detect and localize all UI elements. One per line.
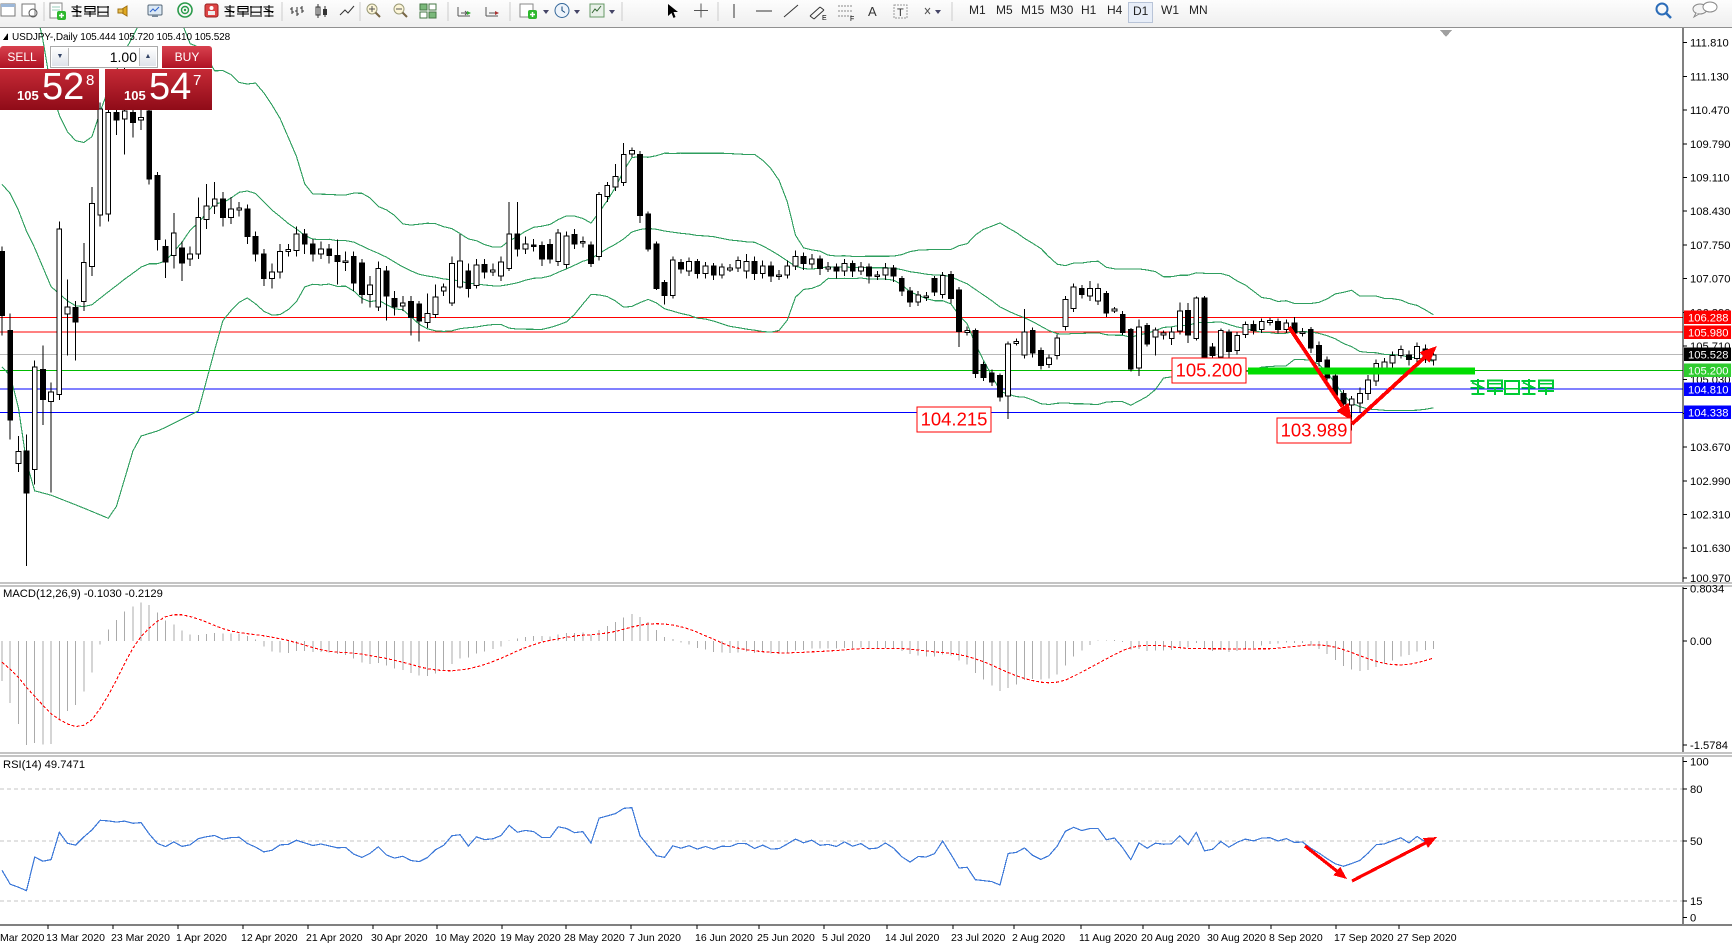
svg-text:0.00: 0.00	[1690, 636, 1712, 648]
svg-text:104.215: 104.215	[921, 409, 988, 430]
svg-text:105.528: 105.528	[1688, 350, 1728, 362]
svg-text:105.200: 105.200	[1176, 360, 1243, 381]
svg-text:T: T	[897, 7, 904, 19]
svg-text:30 Aug 2020: 30 Aug 2020	[1207, 932, 1266, 944]
svg-text:0: 0	[1690, 913, 1696, 925]
svg-text:Mar 2020: Mar 2020	[0, 932, 45, 944]
svg-text:7 Jun 2020: 7 Jun 2020	[629, 932, 681, 944]
svg-text:USDJPY-,Daily 105.444 105.720: USDJPY-,Daily 105.444 105.720 105.410 10…	[12, 32, 231, 43]
svg-text:19 May 2020: 19 May 2020	[500, 932, 561, 944]
svg-text:111.130: 111.130	[1690, 71, 1729, 83]
svg-text:28 May 2020: 28 May 2020	[564, 932, 625, 944]
svg-text:2 Aug 2020: 2 Aug 2020	[1012, 932, 1065, 944]
svg-text:109.790: 109.790	[1690, 139, 1730, 151]
svg-text:104.810: 104.810	[1688, 385, 1728, 397]
svg-text:111.810: 111.810	[1690, 38, 1729, 50]
svg-text:50: 50	[1690, 836, 1702, 848]
svg-text:103.670: 103.670	[1690, 442, 1730, 454]
svg-text:5 Jul 2020: 5 Jul 2020	[822, 932, 871, 944]
svg-text:104.338: 104.338	[1688, 408, 1728, 420]
svg-text:F: F	[850, 16, 854, 23]
svg-text:1 Apr 2020: 1 Apr 2020	[176, 932, 227, 944]
svg-text:107.750: 107.750	[1690, 240, 1730, 252]
svg-text:-1.5784: -1.5784	[1690, 740, 1728, 752]
svg-text:15: 15	[1690, 896, 1702, 908]
svg-text:108.430: 108.430	[1690, 206, 1730, 218]
svg-text:30 Apr 2020: 30 Apr 2020	[371, 932, 428, 944]
svg-text:27 Sep 2020: 27 Sep 2020	[1397, 932, 1457, 944]
svg-text:RSI(14) 49.7471: RSI(14) 49.7471	[3, 759, 85, 771]
svg-text:110.470: 110.470	[1690, 105, 1730, 117]
svg-text:23 Mar 2020: 23 Mar 2020	[111, 932, 170, 944]
svg-text:107.070: 107.070	[1690, 274, 1730, 286]
svg-text:101.630: 101.630	[1690, 543, 1730, 555]
svg-text:106.288: 106.288	[1688, 313, 1728, 325]
svg-text:100.970: 100.970	[1690, 573, 1730, 585]
svg-text:8 Sep 2020: 8 Sep 2020	[1269, 932, 1323, 944]
svg-text:10 May 2020: 10 May 2020	[435, 932, 496, 944]
svg-text:17 Sep 2020: 17 Sep 2020	[1334, 932, 1394, 944]
svg-text:MACD(12,26,9) -0.1030 -0.2129: MACD(12,26,9) -0.1030 -0.2129	[3, 588, 163, 600]
svg-text:12 Apr 2020: 12 Apr 2020	[241, 932, 298, 944]
svg-text:14 Jul 2020: 14 Jul 2020	[885, 932, 939, 944]
svg-text:105.200: 105.200	[1688, 366, 1728, 378]
svg-text:21 Apr 2020: 21 Apr 2020	[306, 932, 363, 944]
svg-text:25 Jun 2020: 25 Jun 2020	[757, 932, 815, 944]
svg-text:103.989: 103.989	[1281, 420, 1348, 441]
svg-text:20 Aug 2020: 20 Aug 2020	[1141, 932, 1200, 944]
svg-text:0.8034: 0.8034	[1690, 584, 1724, 596]
svg-text:102.310: 102.310	[1690, 510, 1730, 522]
svg-text:109.110: 109.110	[1690, 173, 1730, 185]
svg-text:E: E	[822, 15, 827, 22]
svg-text:105.980: 105.980	[1688, 328, 1728, 340]
svg-text:13 Mar 2020: 13 Mar 2020	[46, 932, 105, 944]
svg-text:100: 100	[1690, 757, 1709, 769]
svg-text:11 Aug 2020: 11 Aug 2020	[1079, 932, 1137, 944]
svg-text:80: 80	[1690, 784, 1702, 796]
svg-text:23 Jul 2020: 23 Jul 2020	[951, 932, 1005, 944]
svg-text:A: A	[868, 4, 877, 19]
svg-text:102.990: 102.990	[1690, 476, 1730, 488]
svg-text:16 Jun 2020: 16 Jun 2020	[695, 932, 753, 944]
